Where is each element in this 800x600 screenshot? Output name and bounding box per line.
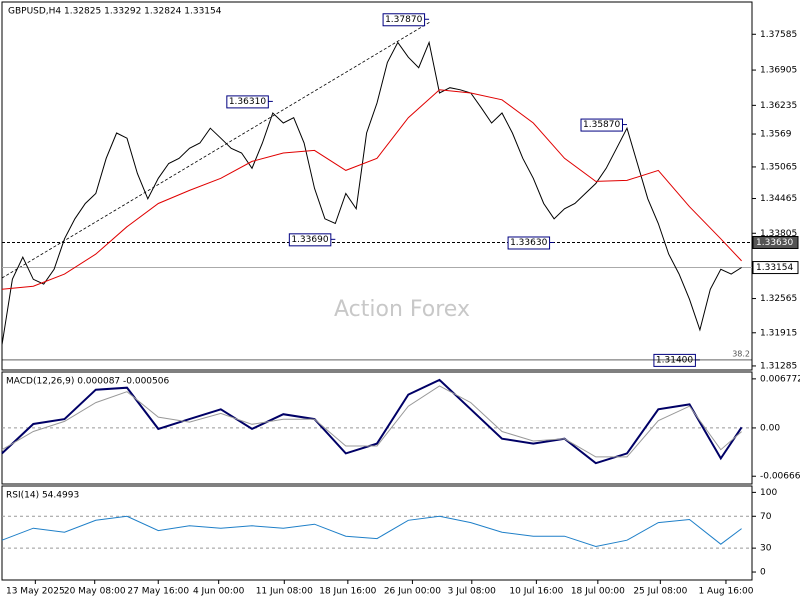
y-tick-label: 1.37585 bbox=[760, 30, 797, 40]
x-tick-label: 4 Jun 00:00 bbox=[193, 587, 245, 597]
rsi-panel bbox=[1, 485, 753, 581]
x-tick-label: 26 Jun 00:00 bbox=[384, 587, 441, 597]
y-tick-label: 70 bbox=[760, 512, 772, 522]
y-tick-label: 1.32565 bbox=[760, 294, 797, 304]
series-line bbox=[1, 40, 742, 345]
trend-line bbox=[1, 21, 431, 279]
swing-label: 1.37870 bbox=[385, 15, 422, 25]
x-tick-label: 10 Jul 16:00 bbox=[509, 587, 563, 597]
y-tick-label: 1.36905 bbox=[760, 66, 797, 76]
y-tick-label: 0.006772 bbox=[760, 374, 800, 384]
price-label-box bbox=[752, 261, 799, 275]
y-tick-label: 1.31915 bbox=[760, 328, 797, 338]
x-tick-label: 20 May 08:00 bbox=[64, 587, 126, 597]
x-tick-label: 13 May 2025 bbox=[6, 587, 65, 597]
swing-label: 1.36310 bbox=[229, 97, 266, 107]
y-tick-label: 1.36235 bbox=[760, 101, 797, 111]
y-tick-label: 1.31285 bbox=[760, 361, 797, 371]
x-tick-label: 3 Jul 08:00 bbox=[448, 587, 497, 597]
series-line bbox=[1, 89, 742, 290]
y-tick-label: 1.34465 bbox=[760, 194, 797, 204]
rsi-title: RSI(14) 54.4993 bbox=[6, 491, 79, 501]
y-tick-label: -0.006667 bbox=[760, 472, 800, 482]
price-title: GBPUSD,H4 1.32825 1.33292 1.32824 1.3315… bbox=[8, 7, 222, 17]
price-label: 1.33154 bbox=[756, 263, 793, 273]
x-tick-label: 1 Aug 16:00 bbox=[698, 587, 753, 597]
x-tick-label: 25 Jul 08:00 bbox=[633, 587, 687, 597]
swing-label: 1.31400 bbox=[656, 355, 693, 365]
fib-label: 38.2 bbox=[732, 349, 750, 358]
y-tick-label: 0 bbox=[760, 568, 766, 578]
y-tick-label: 1.33805 bbox=[760, 229, 797, 239]
y-tick-label: 30 bbox=[760, 544, 772, 554]
series-line bbox=[1, 385, 742, 458]
swing-label: 1.33690 bbox=[291, 235, 328, 245]
x-tick-label: 11 Jun 08:00 bbox=[256, 587, 313, 597]
macd-title: MACD(12,26,9) 0.000087 -0.000506 bbox=[6, 377, 169, 387]
price-label-box bbox=[752, 235, 799, 249]
y-tick-label: 100 bbox=[760, 488, 777, 498]
price-label: 1.33630 bbox=[756, 238, 793, 248]
y-tick-label: 1.35065 bbox=[760, 162, 797, 172]
series-line bbox=[1, 515, 742, 548]
x-tick-label: 18 Jul 00:00 bbox=[571, 587, 625, 597]
swing-label: 1.35870 bbox=[583, 120, 620, 130]
price-panel bbox=[1, 1, 753, 371]
y-tick-label: 0.00 bbox=[760, 423, 780, 433]
series-line bbox=[1, 378, 743, 465]
watermark: Action Forex bbox=[334, 297, 470, 322]
y-tick-label: 1.3569 bbox=[760, 130, 792, 140]
swing-label: 1.33630 bbox=[510, 238, 547, 248]
x-tick-label: 27 May 16:00 bbox=[127, 587, 189, 597]
x-tick-label: 18 Jun 16:00 bbox=[319, 587, 376, 597]
